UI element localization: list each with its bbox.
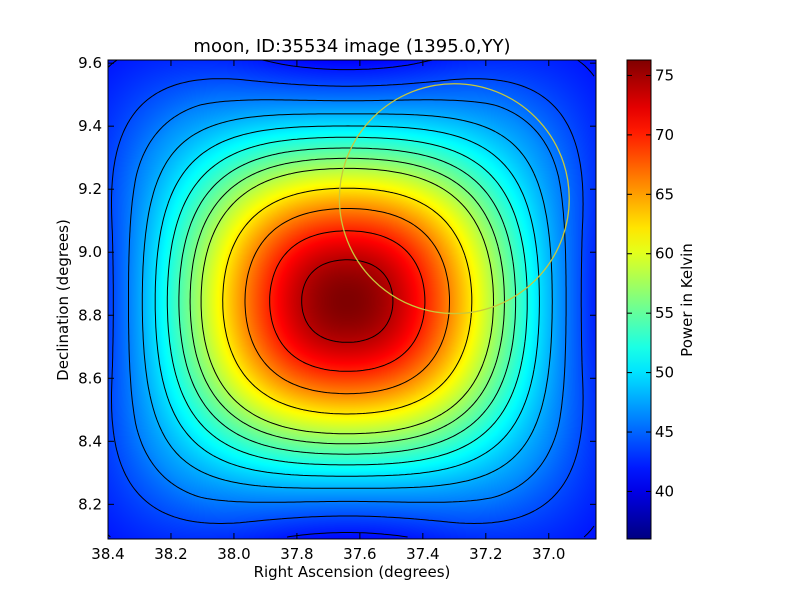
x-tick-label: 38.4 (91, 545, 124, 563)
colorbar-tick-label: 55 (655, 304, 674, 322)
x-axis-ticks: 38.4 38.2 38.0 37.8 37.6 37.4 37.2 37.0 (91, 60, 565, 563)
chart-title: moon, ID:35534 image (1395.0,YY) (193, 36, 510, 57)
contour-line (269, 230, 426, 372)
x-tick-label: 38.0 (217, 545, 250, 563)
y-tick-label: 8.6 (78, 369, 102, 387)
y-tick-label: 9.2 (78, 180, 102, 198)
moon-circle (338, 83, 570, 315)
y-tick-label: 9.0 (78, 243, 102, 261)
colorbar-tick-label: 40 (655, 482, 674, 500)
colorbar-tick-label: 65 (655, 185, 674, 203)
x-tick-label: 37.6 (343, 545, 376, 563)
colorbar-label: Power in Kelvin (678, 243, 696, 357)
contour-line (108, 60, 595, 538)
colorbar-frame (626, 59, 652, 540)
y-tick-label: 8.2 (78, 495, 102, 513)
contour-line (154, 125, 540, 477)
contour-line (128, 99, 567, 503)
x-tick-label: 37.2 (469, 545, 502, 563)
contour-line (189, 157, 505, 445)
y-tick-label: 9.4 (78, 117, 102, 135)
colorbar-ticks: 40 45 50 55 60 65 70 75 (627, 66, 674, 500)
x-tick-label: 37.8 (280, 545, 313, 563)
x-axis-label: Right Ascension (degrees) (254, 563, 451, 581)
colorbar-tick-label: 50 (655, 364, 674, 382)
y-tick-label: 9.6 (78, 54, 102, 72)
colorbar-tick-label: 60 (655, 245, 674, 263)
colorbar-tick-label: 70 (655, 126, 674, 144)
x-tick-label: 37.0 (532, 545, 565, 563)
plot-frame (107, 59, 597, 540)
contour-line (178, 147, 517, 455)
contour-line (301, 259, 394, 343)
y-tick-label: 8.8 (78, 306, 102, 324)
y-tick-label: 8.4 (78, 432, 102, 450)
contour-line (200, 167, 494, 435)
contour-line (244, 208, 450, 395)
contour-line (111, 78, 584, 524)
y-axis-ticks: 8.2 8.4 8.6 8.8 9.0 9.2 9.4 9.6 (78, 54, 596, 513)
x-tick-label: 37.4 (406, 545, 439, 563)
contour-lines (108, 60, 595, 538)
contour-line (166, 136, 528, 466)
colorbar-tick-label: 75 (655, 66, 674, 84)
x-tick-label: 38.2 (154, 545, 187, 563)
y-axis-label: Declination (degrees) (54, 219, 72, 381)
contour-line (141, 113, 553, 489)
heatmap-image (108, 60, 596, 539)
contour-line (222, 187, 473, 415)
colorbar-tick-label: 45 (655, 423, 674, 441)
colorbar (627, 60, 651, 539)
